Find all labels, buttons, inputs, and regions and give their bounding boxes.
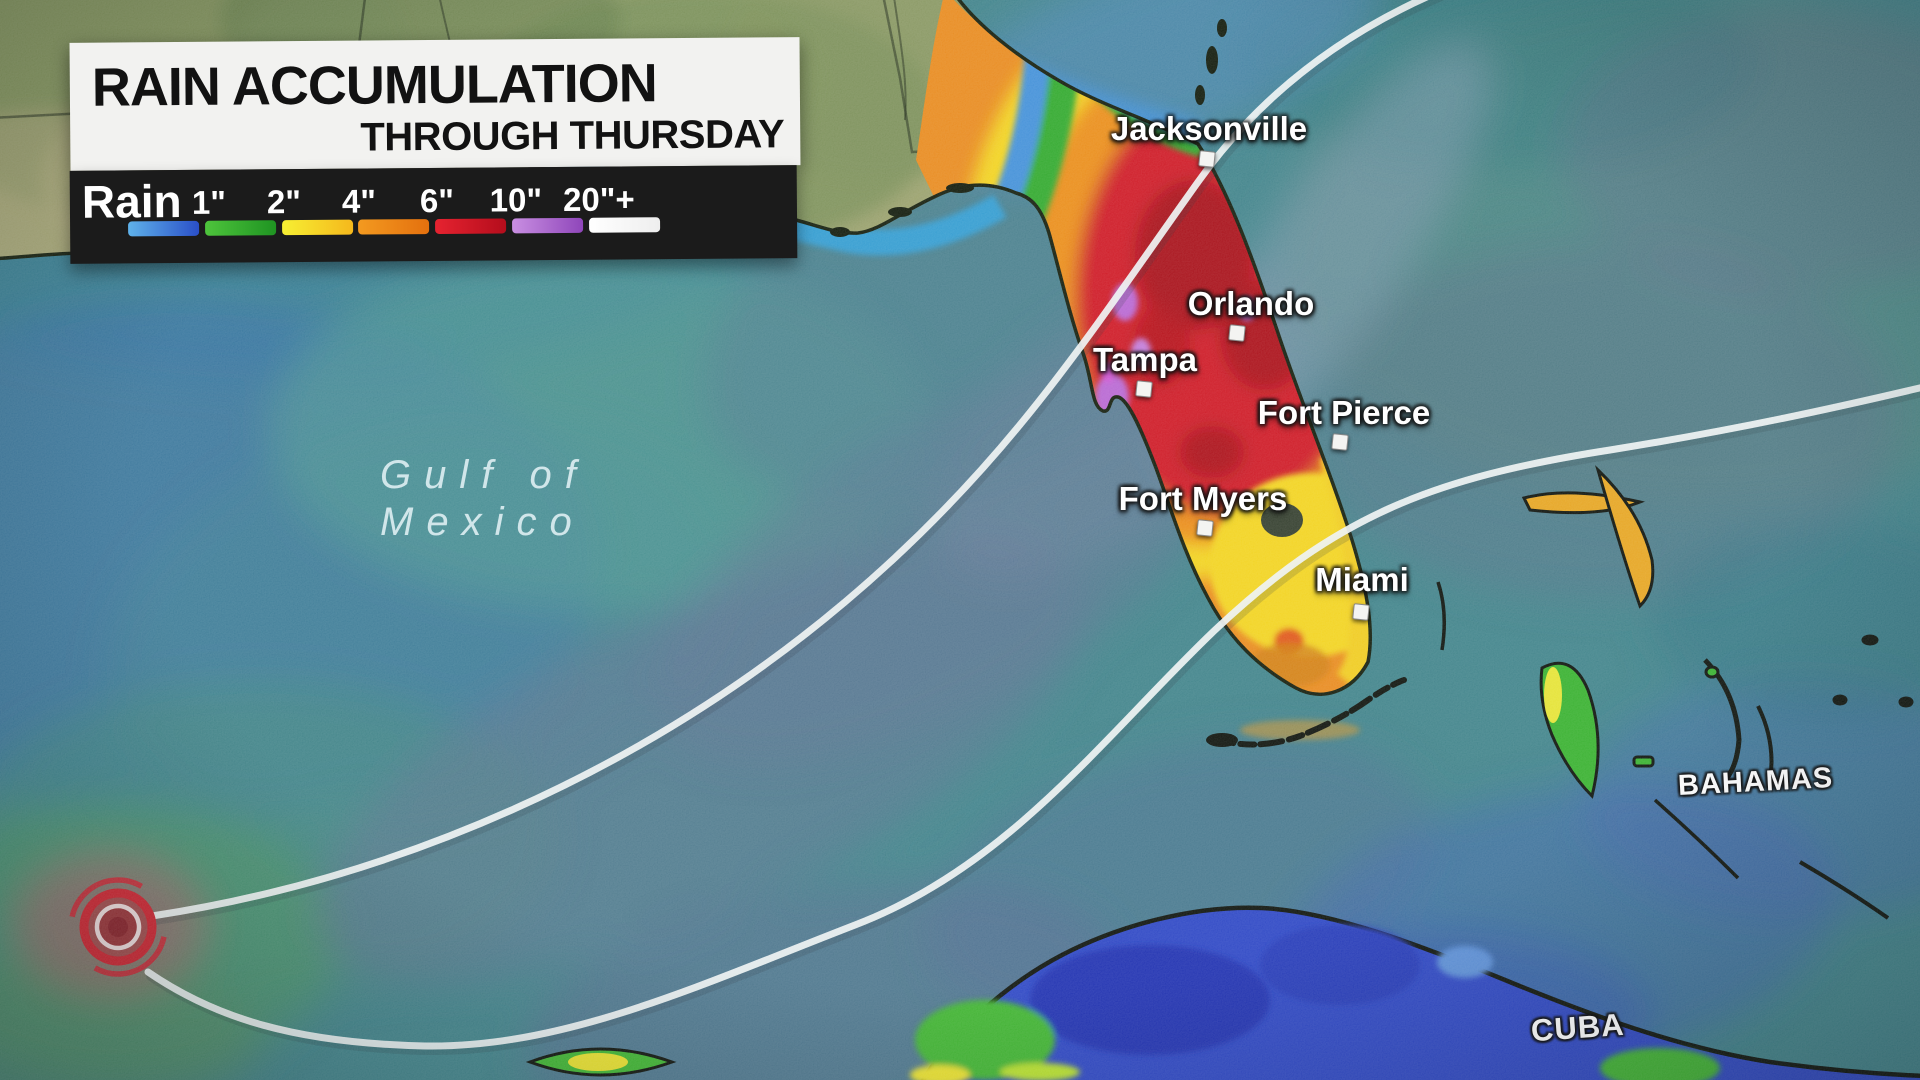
cuba-label: CUBA [1529,1006,1626,1049]
legend-threshold-6: 20"+ [562,180,635,218]
page-title: RAIN ACCUMULATION [91,53,658,118]
legend-chip-rain-max [588,217,660,233]
city-marker-tampa [1135,380,1153,398]
gulf-label-line2: Mexico [380,500,585,545]
page-subtitle: THROUGH THURSDAY [360,112,785,160]
city-label-miami: Miami [1315,561,1409,598]
legend-chip-rain-1in [128,220,200,237]
city-label-tampa: Tampa [1093,341,1197,378]
city-marker-fort-myers [1196,519,1214,537]
rain-legend: Rain 1" 2" 4" 6" 10" 20"+ [69,165,798,264]
city-marker-orlando [1228,324,1246,342]
legend-chip-rain-4in [281,219,353,236]
city-label-jacksonville: Jacksonville [1110,110,1308,147]
city-marker-fort-pierce [1331,433,1349,451]
legend-chip-rain-20in [512,217,584,234]
title-card: RAIN ACCUMULATION THROUGH THURSDAY [69,37,801,171]
city-marker-miami [1352,603,1370,621]
city-label-fort-myers: Fort Myers [1118,480,1288,517]
legend-chip-rain-2in [204,220,276,236]
gulf-of-mexico-label: Gulf of Mexico [380,452,589,546]
city-label-orlando: Orlando [1187,285,1315,322]
legend-threshold-3: 4" [341,182,377,220]
legend-threshold-1: 1" [191,183,227,221]
city-marker-jacksonville [1198,150,1216,168]
legend-chip-rain-10in [435,218,507,234]
city-label-fort-pierce: Fort Pierce [1257,394,1431,431]
legend-chip-rain-6in [358,219,430,235]
gulf-label-line1: Gulf of [380,453,589,497]
legend-threshold-2: 2" [266,183,302,221]
legend-threshold-4: 6" [419,181,455,220]
legend-threshold-5: 10" [489,181,543,219]
